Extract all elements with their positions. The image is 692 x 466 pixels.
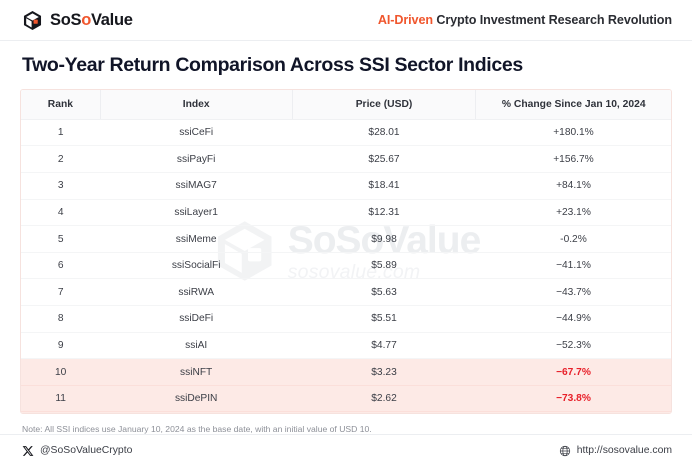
rank-cell: 8 [21,305,101,333]
x-twitter-icon [22,445,34,456]
indices-table: Rank Index Price (USD) % Change Since Ja… [21,89,671,413]
column-header-change[interactable]: % Change Since Jan 10, 2024 [475,89,671,120]
change-cell: −52.3% [475,332,671,360]
index-cell: ssiAI [100,332,293,360]
index-cell: ssiLayer1 [100,199,293,227]
index-cell: ssiPayFi [100,145,293,174]
index-cell: ssiRWA [100,278,293,307]
website-url: http://sosovalue.com [576,445,672,456]
brand-name-dot: o [81,10,91,29]
index-cell: ssiNFT [100,358,293,386]
change-cell: +180.1% [475,119,671,147]
brand-name-part2: Value [90,10,133,29]
price-cell: $5.63 [292,278,476,307]
table-row[interactable]: 3 ssiMAG7 $18.41 +84.1% [21,172,671,200]
price-cell: $4.77 [292,332,476,360]
change-cell: −85.2% [475,411,671,413]
change-cell: +84.1% [475,172,671,200]
rank-cell: 2 [21,145,101,174]
table-header-row: Rank Index Price (USD) % Change Since Ja… [21,89,671,120]
price-cell: $28.01 [292,119,476,147]
table-row[interactable]: 7 ssiRWA $5.63 −43.7% [21,278,671,307]
tagline-accent: AI-Driven [377,13,433,27]
table-head: Rank Index Price (USD) % Change Since Ja… [21,89,671,120]
index-cell: ssiSocialFi [100,252,293,280]
index-cell: ssiDeFi [100,305,293,333]
change-cell: −67.7% [475,358,671,386]
brand-name: SoSoValue [50,11,133,30]
table-row[interactable]: 8 ssiDeFi $5.51 −44.9% [21,305,671,333]
index-cell: ssiMAG7 [100,172,293,200]
table-row[interactable]: 2 ssiPayFi $25.67 +156.7% [21,145,671,174]
table-row[interactable]: 6 ssiSocialFi $5.89 −41.1% [21,252,671,280]
table-row[interactable]: 9 ssiAI $4.77 −52.3% [21,332,671,360]
tagline-rest: Crypto Investment Research Revolution [432,13,672,27]
table-row[interactable]: 4 ssiLayer1 $12.31 +23.1% [21,199,671,227]
change-cell: +156.7% [475,145,671,174]
page-title: Two-Year Return Comparison Across SSI Se… [22,53,523,76]
rank-cell: 9 [21,332,101,360]
index-cell: ssiDePIN [100,385,293,413]
rank-cell: 4 [21,199,101,227]
column-header-index[interactable]: Index [99,89,293,120]
table-row[interactable]: 11 ssiDePIN $2.62 −73.8% [21,385,671,413]
price-cell: $18.41 [292,172,476,200]
brand-logo[interactable]: SoSoValue [22,10,133,31]
social-handle: @SoSoValueCrypto [40,445,133,456]
change-cell: -0.2% [475,225,671,253]
column-header-rank[interactable]: Rank [21,89,101,120]
footnote: Note: All SSI indices use January 10, 20… [22,424,372,434]
price-cell: $5.89 [292,252,476,280]
price-cell: $25.67 [292,145,476,174]
rank-cell: 7 [21,278,101,307]
table-row[interactable]: 10 ssiNFT $3.23 −67.7% [21,358,671,386]
tagline: AI-Driven Crypto Investment Research Rev… [378,13,672,27]
website-link[interactable]: http://sosovalue.com [559,445,672,457]
social-link[interactable]: @SoSoValueCrypto [22,445,132,457]
indices-table-container: SoSoValue sosovalue.com Rank Index Price… [20,88,672,414]
index-cell: ssiGameFi [100,411,293,413]
table-row[interactable]: 5 ssiMeme $9.98 -0.2% [21,225,671,253]
price-cell: $12.31 [292,199,476,227]
globe-icon [559,445,570,456]
sosovalue-cube-logo-icon [23,10,42,30]
rank-cell: 11 [21,385,101,413]
change-cell: −73.8% [475,385,671,413]
page-footer: @SoSoValueCrypto http://sosovalue.com [0,434,692,466]
rank-cell: 10 [21,358,101,386]
rank-cell: 12 [21,411,101,413]
price-cell: $2.62 [292,385,476,413]
column-header-price[interactable]: Price (USD) [291,89,476,120]
price-cell: $5.51 [292,305,476,333]
table-row[interactable]: 1 ssiCeFi $28.01 +180.1% [21,119,671,147]
index-cell: ssiMeme [100,225,293,253]
table-row[interactable]: 12ssiGameFi$1.48−85.2% [21,411,671,413]
rank-cell: 6 [21,252,101,280]
change-cell: −41.1% [475,252,671,280]
app-header: SoSoValue AI-Driven Crypto Investment Re… [0,0,692,40]
price-cell: $3.23 [292,358,476,386]
header-divider [0,40,692,41]
rank-cell: 1 [21,119,101,147]
rank-cell: 5 [21,225,101,253]
table-body: 1 ssiCeFi $28.01 +180.1% 2 ssiPayFi $25.67 +156… [21,119,671,413]
index-cell: ssiCeFi [100,119,293,147]
brand-name-part1: SoS [50,10,82,29]
price-cell: $9.98 [292,225,476,253]
change-cell: +23.1% [475,199,671,227]
price-cell: $1.48 [292,411,476,413]
rank-cell: 3 [21,172,101,200]
change-cell: −44.9% [475,305,671,333]
change-cell: −43.7% [475,278,671,307]
